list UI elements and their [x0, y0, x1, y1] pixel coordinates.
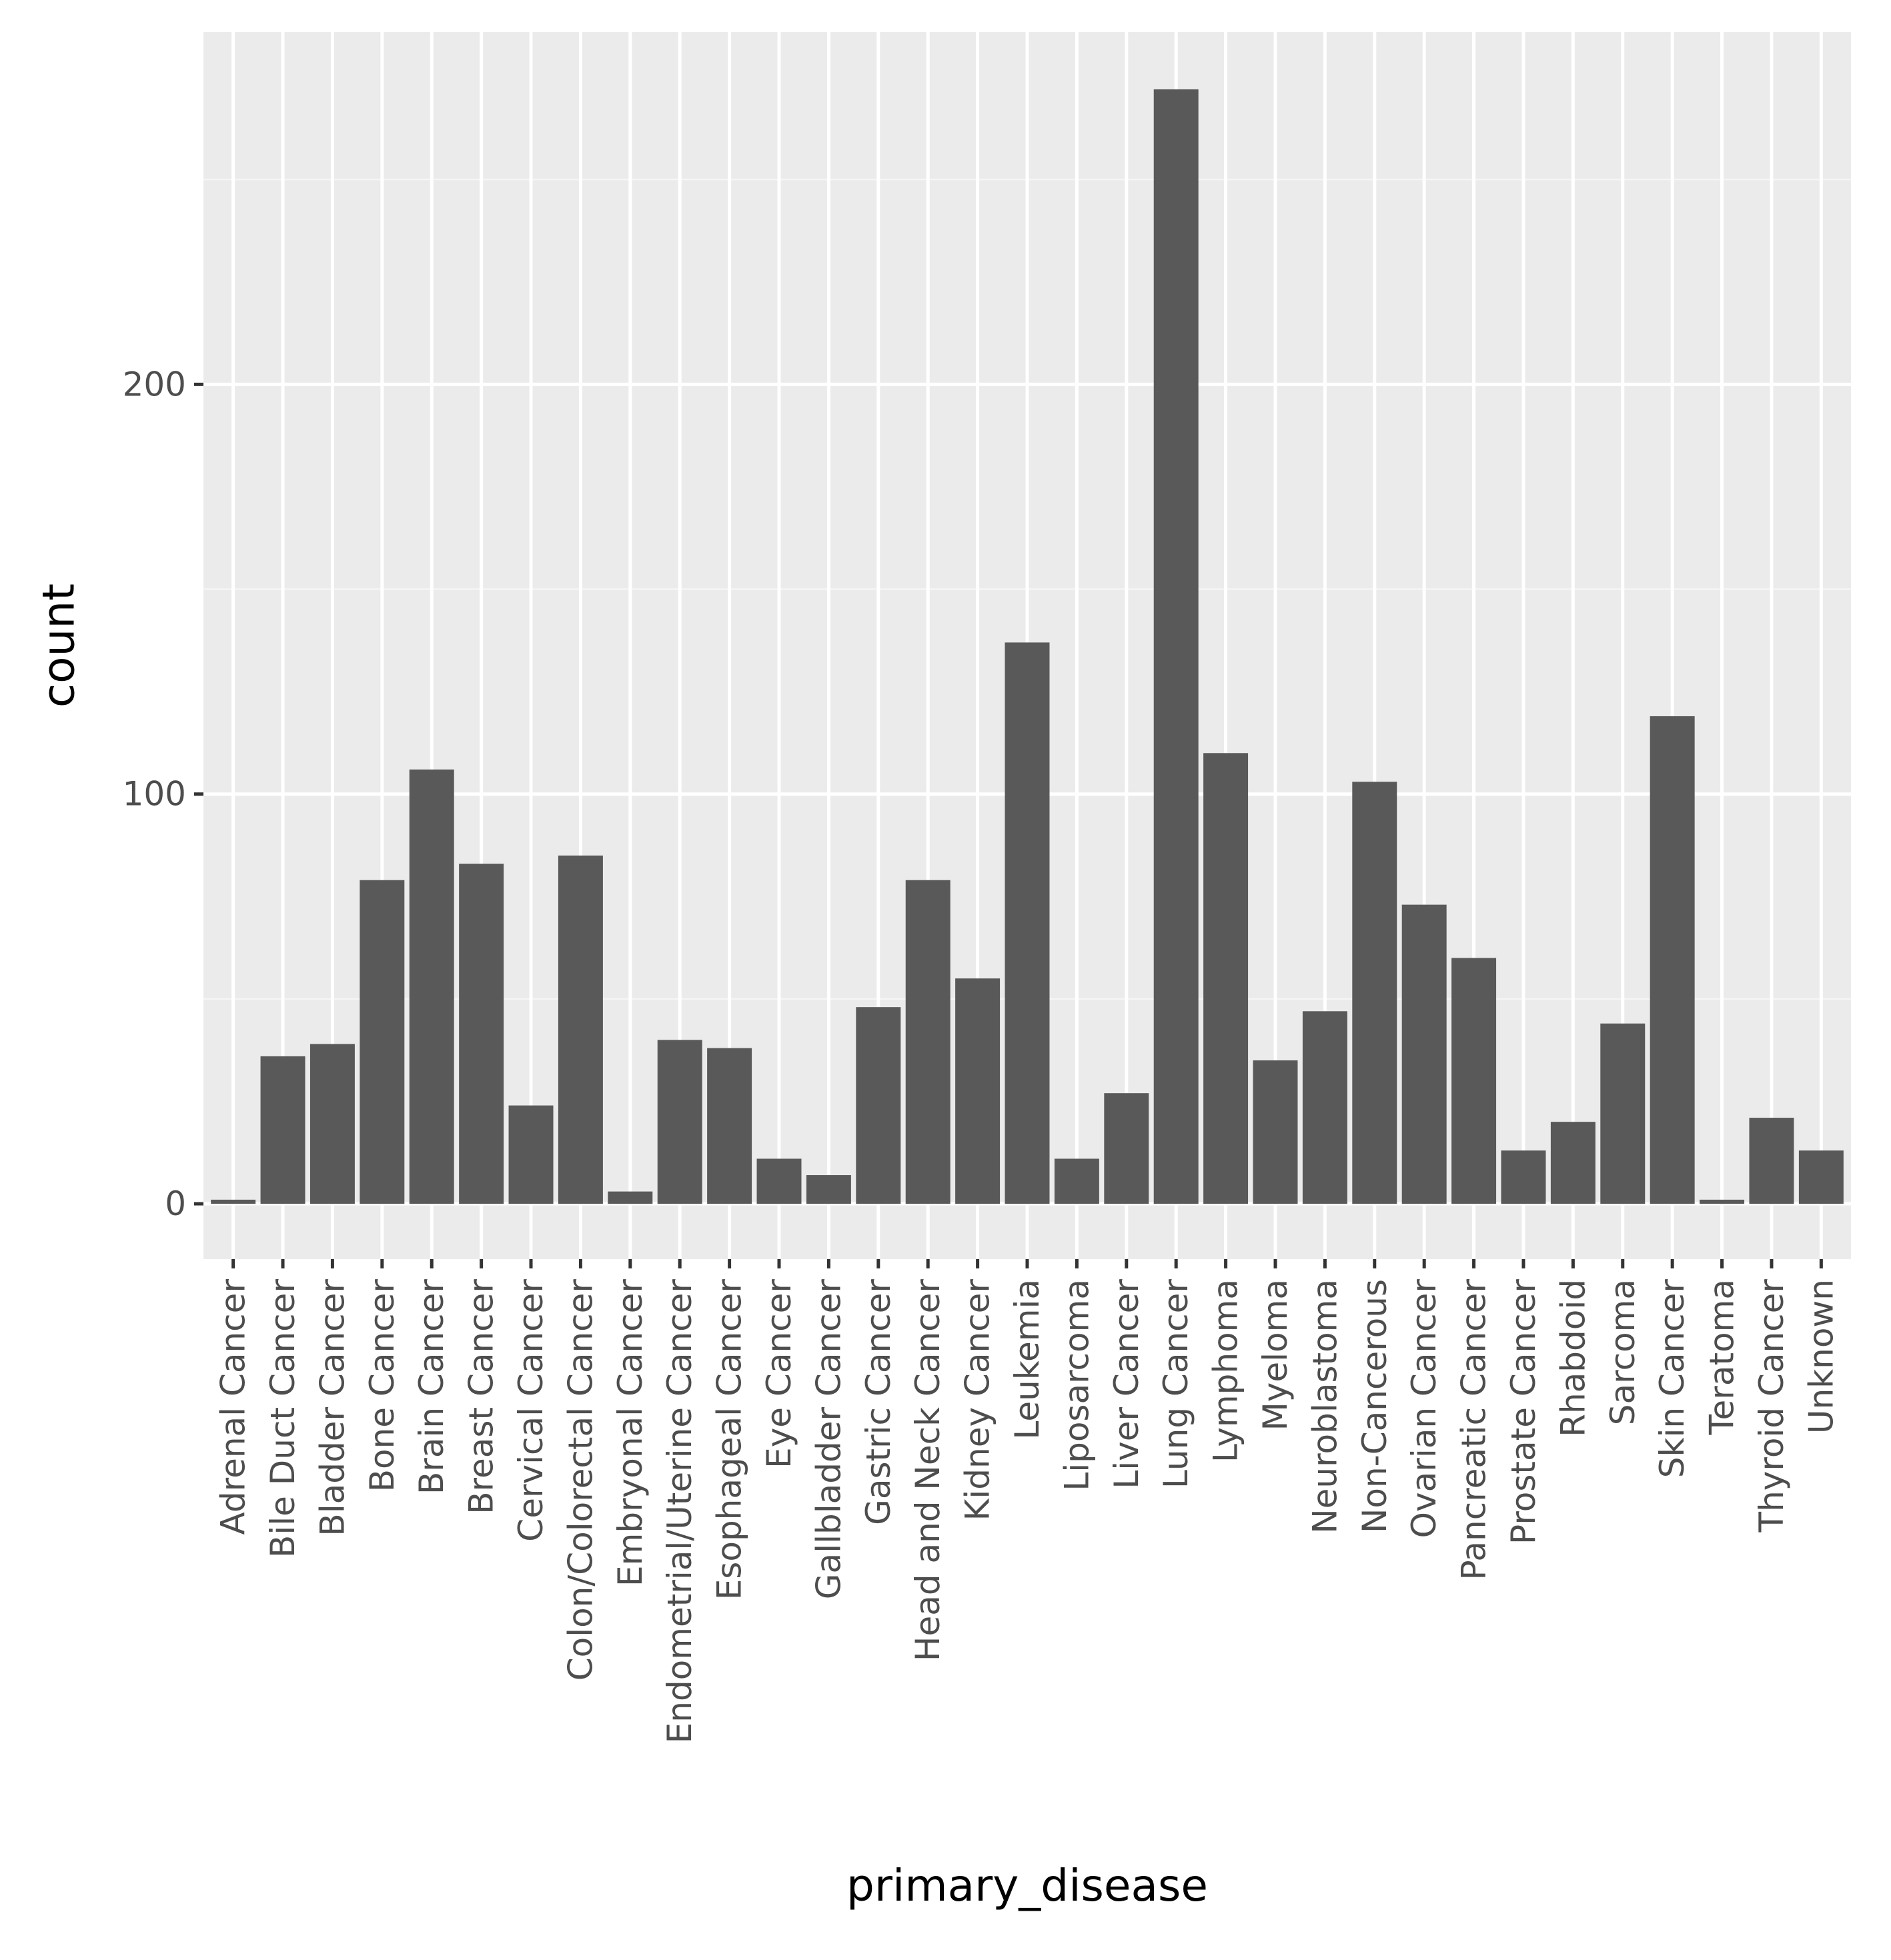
bar	[260, 1056, 305, 1204]
bar	[1005, 642, 1050, 1204]
bar	[806, 1175, 851, 1204]
bar	[1798, 1150, 1844, 1204]
x-tick-label: Lymphoma	[1207, 1279, 1245, 1462]
x-tick-label: Adrenal Cancer	[214, 1279, 253, 1535]
x-tick-label: Kidney Cancer	[959, 1279, 997, 1521]
bar	[1104, 1093, 1149, 1204]
bar	[211, 1199, 256, 1204]
x-tick-label: Sarcoma	[1604, 1279, 1642, 1425]
bar	[1153, 89, 1199, 1204]
y-axis: 0 100 200	[123, 365, 203, 1223]
bar	[1401, 904, 1447, 1204]
x-tick-label: Prostate Cancer	[1504, 1279, 1543, 1545]
bar	[1253, 1060, 1298, 1204]
x-tick-label: Embryonal Cancer	[611, 1279, 650, 1587]
x-tick-label: Ovarian Cancer	[1405, 1279, 1443, 1539]
x-tick-label: Brain Cancer	[412, 1279, 451, 1495]
x-tick-label: Head and Neck Cancer	[908, 1279, 947, 1662]
x-axis: Adrenal Cancer Bile Duct Cancer Bladder Ca…	[214, 1259, 1840, 1744]
bar	[1203, 753, 1249, 1204]
bar	[360, 880, 405, 1204]
x-tick-label: Bile Duct Cancer	[263, 1279, 302, 1558]
bar	[905, 880, 951, 1204]
x-tick-label: Esophageal Cancer	[710, 1279, 749, 1601]
bar	[558, 855, 603, 1204]
x-tick-label: Rhabdoid	[1553, 1279, 1592, 1437]
x-tick-label: Bone Cancer	[363, 1279, 402, 1493]
bar	[508, 1105, 554, 1204]
bar	[856, 1007, 901, 1204]
y-axis-title: count	[33, 584, 85, 708]
bar	[955, 978, 1001, 1204]
y-tick-label: 200	[123, 365, 186, 403]
bars	[211, 89, 1844, 1204]
bar	[756, 1158, 802, 1204]
x-tick-label: Breast Cancer	[462, 1279, 501, 1515]
x-tick-label: Myeloma	[1256, 1279, 1295, 1430]
x-tick-label: Cervical Cancer	[512, 1279, 550, 1542]
x-tick-label: Neuroblastoma	[1305, 1279, 1344, 1534]
bar	[1550, 1122, 1596, 1204]
y-tick-label: 100	[123, 775, 186, 814]
x-tick-label: Colon/Colorectal Cancer	[561, 1279, 600, 1681]
bar	[1501, 1150, 1546, 1204]
y-tick-label: 0	[165, 1184, 186, 1223]
bar	[608, 1191, 653, 1204]
x-tick-label: Eye Cancer	[760, 1279, 798, 1468]
x-tick-label: Liver Cancer	[1107, 1279, 1146, 1489]
bar	[1650, 716, 1695, 1204]
x-tick-label: Gallbladder Cancer	[809, 1279, 848, 1600]
bar	[1302, 1011, 1347, 1204]
bar	[1054, 1158, 1099, 1204]
x-tick-label: Gastric Cancer	[859, 1279, 898, 1525]
bar	[657, 1040, 702, 1204]
bar	[707, 1048, 752, 1204]
bar	[1749, 1118, 1794, 1204]
x-tick-label: Leukemia	[1008, 1279, 1047, 1440]
bar	[459, 864, 504, 1204]
bar	[1700, 1199, 1745, 1204]
x-tick-label: Pancreatic Cancer	[1455, 1279, 1493, 1581]
x-tick-label: Lung Cancer	[1157, 1279, 1195, 1489]
x-tick-label: Bladder Cancer	[313, 1279, 352, 1537]
x-tick-label: Skin Cancer	[1653, 1279, 1692, 1479]
bar	[1451, 958, 1497, 1204]
bar	[1352, 782, 1397, 1204]
x-axis-title: primary_disease	[846, 1860, 1208, 1911]
x-tick-label: Unknown	[1802, 1279, 1840, 1434]
bar	[1600, 1023, 1646, 1204]
x-tick-label: Teratoma	[1703, 1279, 1742, 1436]
x-tick-label: Endometrial/Uterine Cancer	[660, 1279, 699, 1744]
bar	[409, 769, 454, 1204]
x-tick-label: Non-Cancerous	[1355, 1279, 1394, 1533]
x-tick-label: Liposarcoma	[1057, 1279, 1096, 1491]
bar	[309, 1044, 355, 1204]
x-tick-label: Thyroid Cancer	[1752, 1279, 1791, 1533]
